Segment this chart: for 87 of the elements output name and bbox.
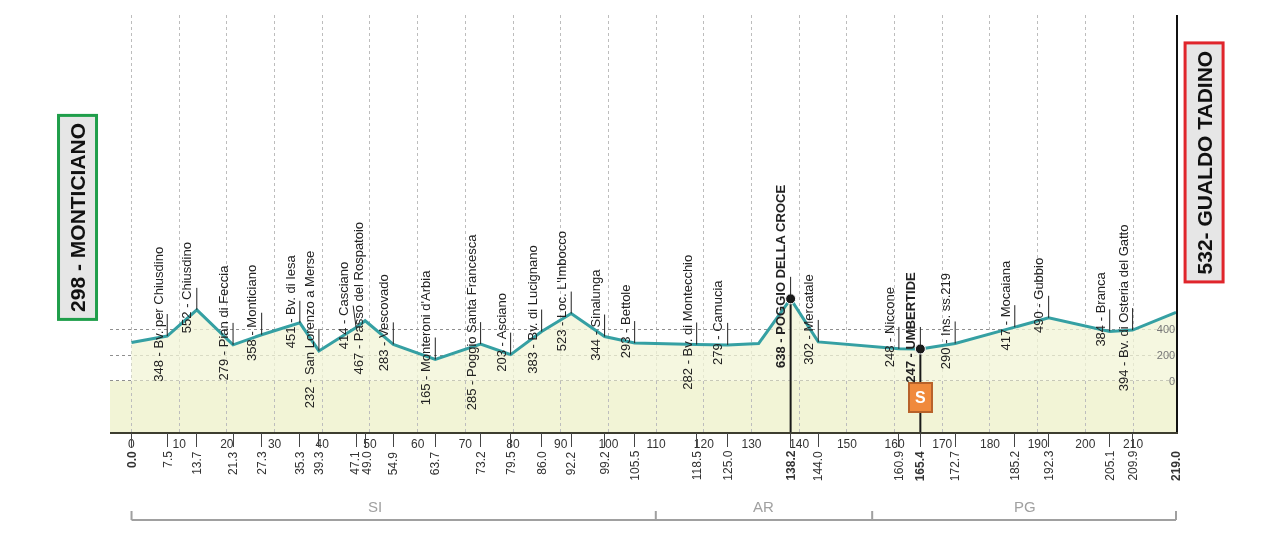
x-tick-label: 180 [979,437,1001,452]
annotation: 203 - Asciano [493,292,509,372]
annotation: 344 - Sinalunga [587,268,603,361]
x-tick-label: 210 [1123,437,1144,452]
annotation: 552 - Chiusdino [179,242,195,334]
x2-tick-label: 47.1 [347,450,362,475]
x2-tick-label: 35.3 [292,451,307,475]
x-tick-label: 10 [172,437,187,452]
x2-tick-label: 7.5 [160,450,175,468]
ref-line-label: S [915,389,926,406]
text: AR [753,498,774,515]
x-tick-label: 0 [128,437,136,452]
x2-tick-label: 192.3 [1041,450,1056,481]
annotation: 383 - Bv. di Lucignano [524,245,540,374]
x2-tick-label: 99.2 [597,450,612,475]
annotation: 523 - Loc. L'Imbocco [554,231,570,352]
x2-tick-label: 73.2 [473,450,488,475]
x2-tick-label: 21.3 [226,451,241,476]
x-tick-label: 60 [410,437,425,452]
annotation: 279 - Camucia [710,279,726,366]
x2-tick-label: 185.2 [1007,450,1022,481]
x-tick-label: 150 [836,437,858,452]
annotation: 279 - Pian di Feccia [215,264,231,381]
annotation: 232 - San Lorenzo a Merse [301,250,317,409]
annotation: 165 - Monteroni d'Arbia [418,269,434,406]
annotation: 247 - UMBERTIDE [902,271,918,383]
annotation: 348 - Bv. per Chiusdino [150,246,166,382]
annotation: 638 - POGGIO DELLA CROCE [773,184,789,368]
annotation: 467 - Passo del Rospatoio [350,221,366,375]
annotation: 302 - Mercatale [800,274,816,365]
x2-tick-label: 219.0 [1169,450,1183,481]
x-tick-label: 110 [646,437,667,452]
x2-tick-label: 138.2 [783,450,798,481]
text: SI [368,498,383,515]
x2-tick-label: 54.9 [386,451,401,476]
x-tick-label: 100 [598,437,619,452]
x-tick-label: 80 [506,437,521,452]
y-tick-label: 400 [1156,323,1176,336]
annotation: 293 - Bettole [618,284,634,359]
x-tick-label: 30 [267,437,282,452]
x2-tick-label: 27.3 [254,450,269,475]
annotation: 290 - Ins. ss.219 [938,273,954,370]
x-tick-label: 170 [932,437,953,452]
x-tick-label: 140 [789,437,810,452]
x2-tick-label: 63.7 [428,451,443,476]
annotation: 298 - MONTICIANO [66,122,90,312]
x2-tick-label: 105.5 [627,450,642,481]
x2-tick-label: 79.5 [503,450,518,475]
annotation: 358 - Monticiano [244,264,260,361]
x-tick-label: 160 [884,437,905,452]
x2-tick-label: 13.7 [189,451,204,475]
x2-tick-label: 86.0 [534,450,549,475]
x2-tick-label: 172.7 [948,450,963,482]
x-tick-label: 20 [220,437,234,452]
y-tick-label: 200 [1156,348,1176,361]
annotation: 248 - Niccone [881,287,897,368]
x2-tick-label: 0.0 [124,450,139,468]
x-tick-label: 200 [1075,437,1096,452]
x2-tick-label: 160.9 [891,450,906,481]
x-tick-label: 130 [741,437,762,452]
x2-tick-label: 209.9 [1125,450,1140,481]
annotation: 532- GUALDO TADINO [1192,50,1216,275]
x-tick-label: 70 [458,437,473,452]
x2-tick-label: 125.0 [720,450,735,481]
text: PG [1014,498,1036,515]
x2-tick-label: 205.1 [1102,450,1117,481]
x2-tick-label: 49.0 [359,450,374,475]
annotation: 384 - Branca [1092,271,1108,347]
annotation: 283 - Vescovado [376,274,392,372]
x-tick-label: 50 [363,437,377,452]
x-tick-label: 90 [554,437,568,452]
annotation: 451 - Bv. di Iesa [282,254,298,349]
annotation: 414 - Casciano [336,261,352,350]
x-tick-label: 120 [693,437,715,452]
annotation: 490 - Gubbio [1031,257,1047,333]
x-tick-label: 40 [315,437,330,452]
annotation: 394 - Bv. di Osteria del Gatto [1115,224,1131,392]
x2-tick-label: 118.5 [690,450,705,481]
x2-tick-label: 92.2 [564,451,579,476]
x-tick-label: 190 [1027,437,1049,452]
x2-tick-label: 39.3 [311,451,326,475]
annotation: 285 - Poggio Santa Francesca [463,233,479,411]
y-tick-label: 0 [1169,374,1176,387]
x2-tick-label: 144.0 [811,450,826,482]
x2-tick-label: 165.4 [913,450,928,482]
annotation: 417 - Mocaiana [998,260,1014,351]
annotation: 282 - Bv. di Montecchio [679,254,695,390]
